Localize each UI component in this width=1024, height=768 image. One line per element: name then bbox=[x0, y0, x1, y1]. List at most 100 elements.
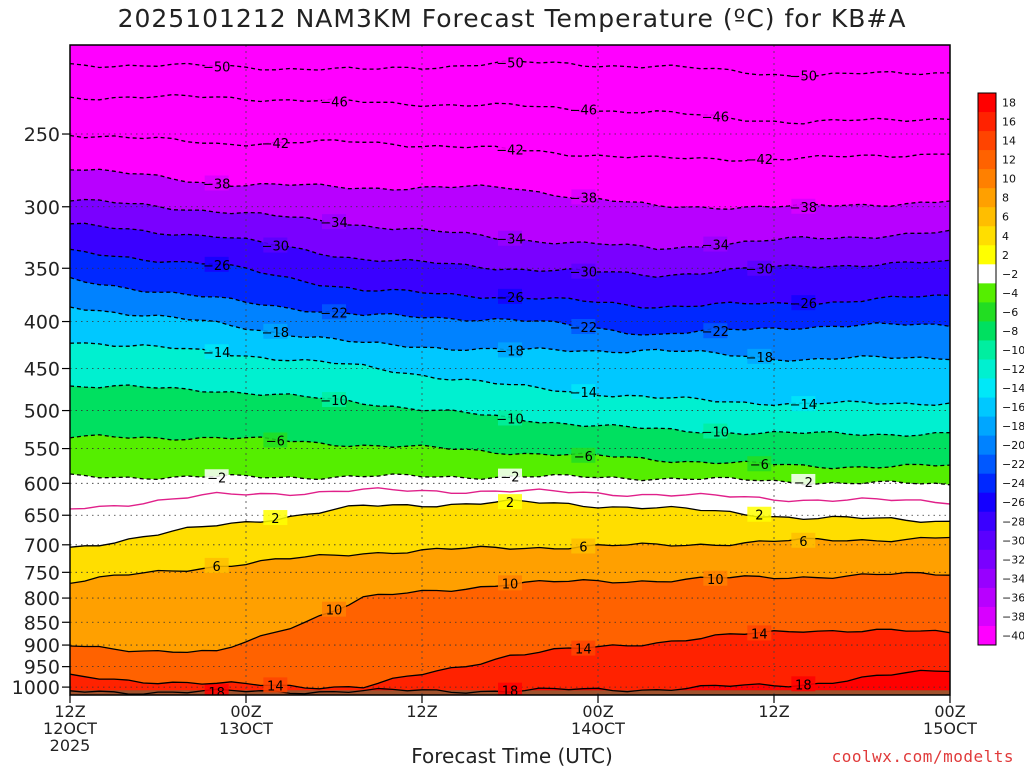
y-tick-label: 350 bbox=[24, 258, 60, 280]
isotherm-label: 2 bbox=[271, 512, 279, 527]
colorbar-label: −40 bbox=[1002, 629, 1024, 642]
isotherm-label-bg bbox=[747, 506, 772, 522]
isotherm-label: −2 bbox=[500, 471, 519, 486]
isotherm-label-bg bbox=[498, 410, 522, 426]
credit-text: coolwx.com/modelts bbox=[831, 747, 1014, 766]
isotherm-label: 14 bbox=[267, 679, 284, 694]
colorbar-label: −34 bbox=[1002, 572, 1024, 585]
x-tick-label: 2025 bbox=[50, 736, 91, 755]
isotherm-label: −22 bbox=[570, 321, 597, 336]
isotherm-line bbox=[70, 434, 950, 470]
isotherm-label: 6 bbox=[579, 541, 587, 556]
colorbar-swatch bbox=[978, 131, 996, 151]
isotherm-label-bg bbox=[703, 323, 728, 339]
chart-title: 2025101212 NAM3KM Forecast Temperature (… bbox=[117, 4, 907, 33]
y-tick-label: 500 bbox=[24, 401, 60, 423]
colorbar-label: −26 bbox=[1002, 496, 1024, 509]
isotherm-label: −46 bbox=[570, 103, 597, 118]
colorbar-label: 18 bbox=[1002, 97, 1016, 110]
colorbar-swatch bbox=[978, 435, 996, 456]
x-tick-label: 12OCT bbox=[43, 719, 97, 738]
isotherm-label: −22 bbox=[702, 325, 729, 340]
x-tick-label: 14OCT bbox=[571, 719, 625, 738]
colorbar-label: −36 bbox=[1002, 591, 1024, 604]
colorbar-swatch bbox=[978, 302, 996, 322]
temperature-fill-layer bbox=[70, 45, 950, 695]
colorbar: 18 16 14 12 10 8 6 4 2 −2 −4 −6 −8 −10 −12 −14 −16 −18 −20… bbox=[977, 92, 1024, 646]
isotherm-label-bg bbox=[322, 214, 346, 230]
plot-frame bbox=[69, 44, 951, 696]
x-tick-label: 12Z bbox=[406, 702, 437, 721]
isotherm-label: −42 bbox=[746, 153, 773, 168]
axes-layer: 2503003504004505005506006507007508008509… bbox=[12, 124, 978, 755]
colorbar-label: −32 bbox=[1002, 553, 1024, 566]
isotherm-label-bg bbox=[204, 683, 229, 695]
isotherm-label-bg bbox=[322, 93, 346, 109]
colorbar-swatch bbox=[978, 473, 996, 494]
isotherm-label: −14 bbox=[203, 346, 230, 361]
colorbar-label: −12 bbox=[1002, 363, 1024, 376]
isotherm-label-bg bbox=[747, 260, 772, 276]
isotherm-label-bg bbox=[791, 532, 816, 548]
colorbar-swatch bbox=[978, 568, 996, 589]
isotherm-label: −26 bbox=[496, 291, 523, 306]
fill-band bbox=[70, 670, 950, 695]
isotherm-label: −50 bbox=[790, 70, 817, 85]
isotherm-label-bg bbox=[571, 101, 596, 117]
isotherm-label: −46 bbox=[320, 95, 347, 110]
colorbar-swatch bbox=[978, 226, 996, 246]
isotherm-label: −14 bbox=[570, 386, 597, 401]
isotherm-label-bg bbox=[791, 198, 816, 214]
colorbar-swatch bbox=[978, 454, 996, 475]
colorbar-label: −22 bbox=[1002, 458, 1024, 471]
isotherm-label-bg bbox=[791, 473, 816, 489]
x-tick-label: 12Z bbox=[758, 702, 789, 721]
y-tick-label: 650 bbox=[24, 505, 60, 527]
colorbar-label: −18 bbox=[1002, 420, 1024, 433]
isotherm-label-bg bbox=[263, 323, 288, 339]
isotherm-label: 2 bbox=[506, 496, 514, 511]
isotherm-label-bg bbox=[571, 318, 596, 334]
isotherm-label-bg bbox=[498, 141, 522, 157]
isotherm-label: −38 bbox=[790, 201, 817, 216]
isotherm-label: 18 bbox=[208, 686, 225, 701]
isotherm-label-bg bbox=[791, 295, 816, 311]
colorbar-label: 16 bbox=[1002, 116, 1016, 129]
isotherm-label: −38 bbox=[570, 191, 597, 206]
isotherm-label: 10 bbox=[707, 573, 724, 588]
isotherm-label-bg bbox=[204, 175, 229, 191]
y-tick-label: 400 bbox=[24, 312, 60, 334]
colorbar-swatch bbox=[978, 112, 996, 132]
x-tick-label: 15OCT bbox=[923, 719, 977, 738]
colorbar-label: −16 bbox=[1002, 401, 1024, 414]
isotherm-label-bg bbox=[204, 256, 229, 272]
isotherm-label: −26 bbox=[203, 259, 230, 274]
isotherm-label-bg bbox=[322, 392, 346, 408]
isotherm-label-bg bbox=[498, 54, 522, 70]
colorbar-swatch bbox=[978, 492, 996, 513]
isotherm-label-bg bbox=[322, 304, 346, 320]
colorbar-label: 10 bbox=[1002, 173, 1016, 186]
isotherm-label-bg bbox=[204, 58, 229, 74]
isotherm-label: −14 bbox=[790, 398, 817, 413]
isotherm-label-bg bbox=[703, 570, 728, 586]
isotherm-label: −46 bbox=[702, 111, 729, 126]
y-tick-label: 750 bbox=[24, 562, 60, 584]
colorbar-swatch bbox=[978, 283, 996, 303]
isotherm-label: −6 bbox=[750, 458, 769, 473]
isotherm-label: −10 bbox=[702, 426, 729, 441]
isotherm-label-bg bbox=[204, 557, 229, 573]
isotherm-label-bg bbox=[571, 263, 596, 279]
isotherm-label: 10 bbox=[326, 604, 343, 619]
isotherm-label-bg bbox=[747, 150, 772, 166]
isotherm-label-bg bbox=[703, 108, 728, 124]
colorbar-label: −2 bbox=[1002, 268, 1018, 281]
isotherm-label: −26 bbox=[790, 297, 817, 312]
colorbar-label: −6 bbox=[1002, 306, 1018, 319]
isotherm-label: −10 bbox=[496, 412, 523, 427]
isotherm-label: 2 bbox=[755, 509, 763, 524]
y-tick-label: 550 bbox=[24, 439, 60, 461]
colorbar-label: −8 bbox=[1002, 325, 1018, 338]
fill-band bbox=[70, 629, 950, 695]
